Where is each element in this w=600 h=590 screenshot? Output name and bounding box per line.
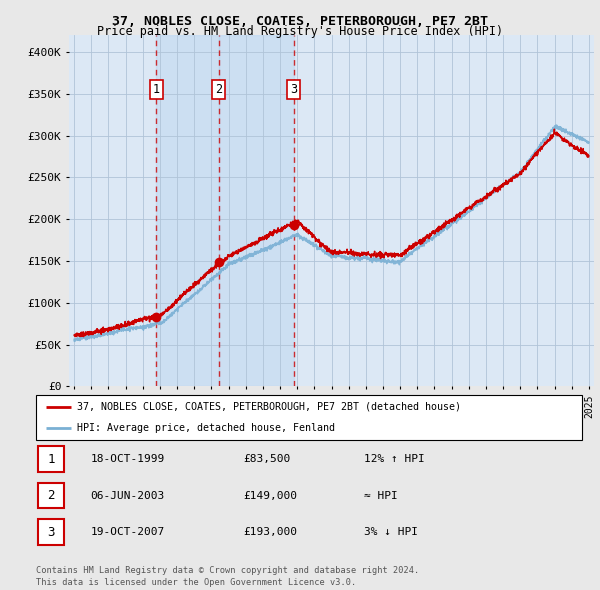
Text: 2: 2 xyxy=(215,83,223,96)
Text: 19-OCT-2007: 19-OCT-2007 xyxy=(91,527,165,537)
Text: 1: 1 xyxy=(47,453,55,466)
Text: £193,000: £193,000 xyxy=(244,527,298,537)
Text: 37, NOBLES CLOSE, COATES, PETERBOROUGH, PE7 2BT (detached house): 37, NOBLES CLOSE, COATES, PETERBOROUGH, … xyxy=(77,402,461,412)
Text: £83,500: £83,500 xyxy=(244,454,291,464)
Text: 37, NOBLES CLOSE, COATES, PETERBOROUGH, PE7 2BT: 37, NOBLES CLOSE, COATES, PETERBOROUGH, … xyxy=(112,15,488,28)
Text: HPI: Average price, detached house, Fenland: HPI: Average price, detached house, Fenl… xyxy=(77,423,335,433)
Text: £149,000: £149,000 xyxy=(244,491,298,500)
Bar xyxy=(157,35,219,386)
Text: 2: 2 xyxy=(47,489,55,502)
Text: 12% ↑ HPI: 12% ↑ HPI xyxy=(364,454,424,464)
Text: 18-OCT-1999: 18-OCT-1999 xyxy=(91,454,165,464)
Bar xyxy=(38,519,64,545)
Bar xyxy=(38,483,64,509)
Text: ≈ HPI: ≈ HPI xyxy=(364,491,397,500)
Text: Contains HM Land Registry data © Crown copyright and database right 2024.
This d: Contains HM Land Registry data © Crown c… xyxy=(36,566,419,587)
Text: 06-JUN-2003: 06-JUN-2003 xyxy=(91,491,165,500)
Text: 3% ↓ HPI: 3% ↓ HPI xyxy=(364,527,418,537)
Text: Price paid vs. HM Land Registry's House Price Index (HPI): Price paid vs. HM Land Registry's House … xyxy=(97,25,503,38)
Text: 1: 1 xyxy=(153,83,160,96)
Bar xyxy=(219,35,293,386)
Text: 3: 3 xyxy=(290,83,297,96)
Text: 3: 3 xyxy=(47,526,55,539)
Bar xyxy=(38,446,64,472)
